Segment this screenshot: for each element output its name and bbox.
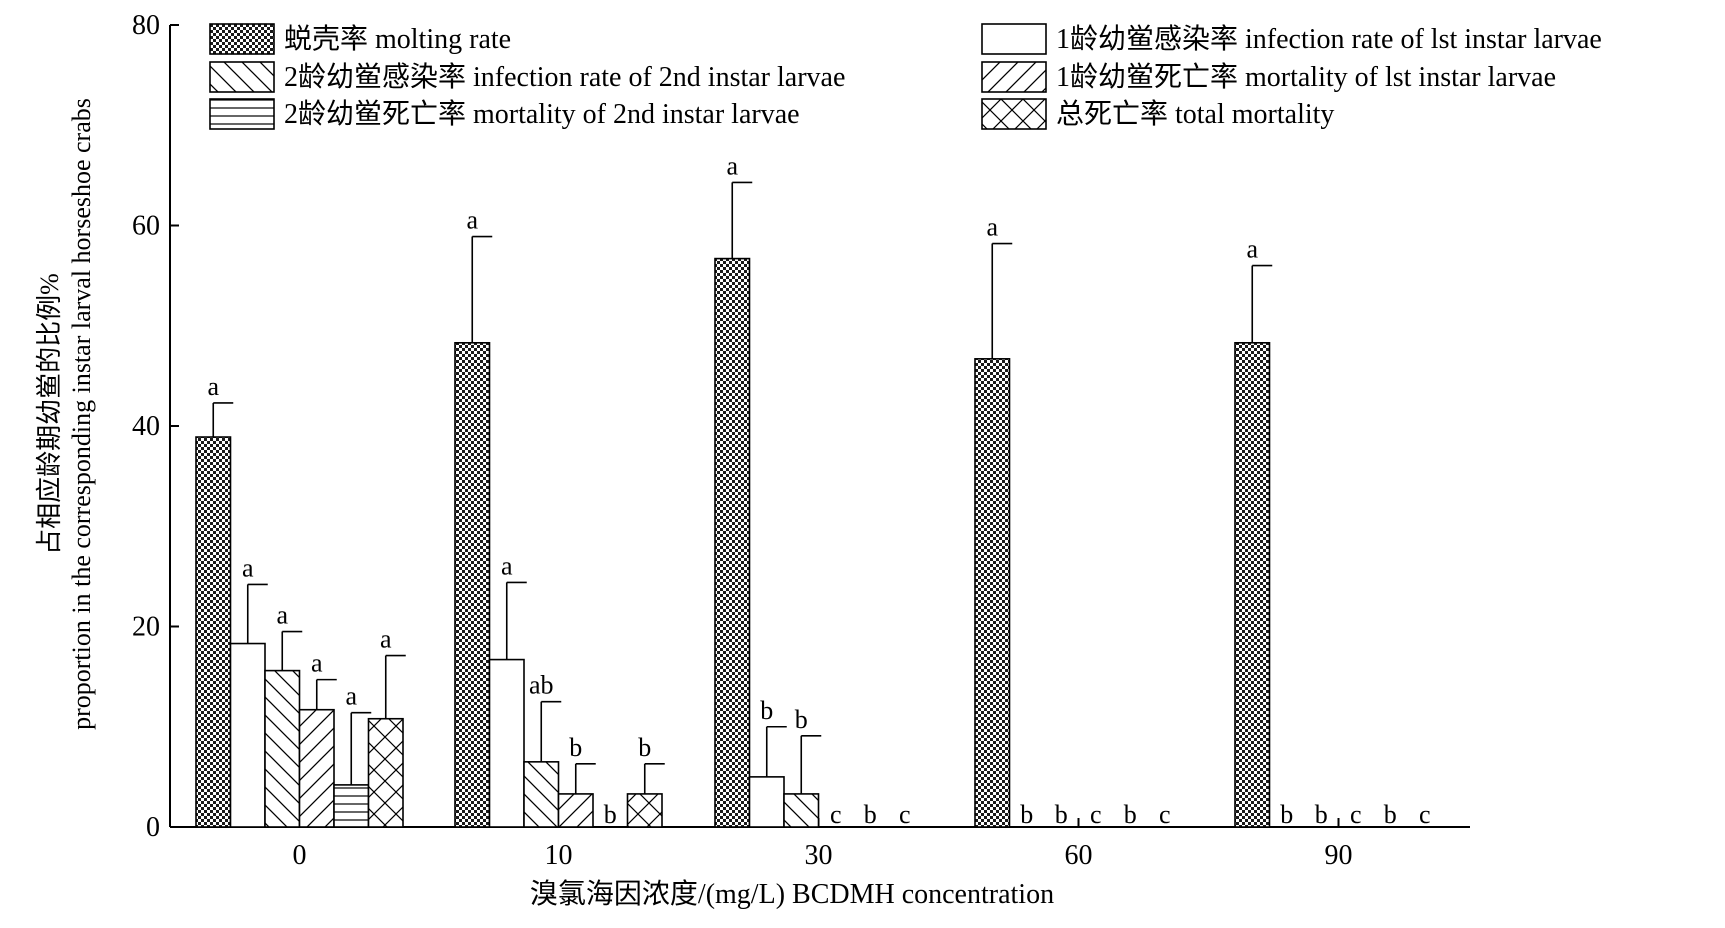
legend-swatch	[209, 23, 275, 55]
legend-swatch	[981, 23, 1047, 55]
significance-label: c	[830, 800, 842, 829]
significance-label: a	[501, 551, 513, 580]
significance-label: b	[1315, 800, 1328, 829]
bar	[367, 717, 404, 828]
x-axis-label: 溴氯海因浓度/(mg/L) BCDMH concentration	[530, 878, 1054, 910]
bar	[783, 793, 820, 828]
bar	[626, 793, 663, 828]
legend-label: 总死亡率 total mortality	[1056, 98, 1334, 130]
bar	[974, 358, 1011, 828]
significance-label: a	[466, 206, 478, 235]
significance-label: ab	[529, 671, 554, 700]
significance-label: b	[604, 800, 617, 829]
significance-label: b	[569, 733, 582, 762]
significance-label: c	[1090, 800, 1102, 829]
significance-label: a	[311, 649, 323, 678]
y-tick-label: 20	[132, 612, 160, 643]
y-tick-label: 60	[132, 211, 160, 242]
legend-label: 1龄幼鲎感染率 infection rate of lst instar lar…	[1056, 23, 1602, 55]
significance-label: b	[638, 733, 651, 762]
y-tick-label: 80	[132, 10, 160, 41]
bar	[454, 341, 491, 828]
y-axis-label-english: proportion in the corresponding instar l…	[67, 98, 96, 730]
significance-label: a	[276, 601, 288, 630]
significance-label: b	[1020, 800, 1033, 829]
bar	[333, 784, 370, 828]
legend: 蜕壳率 molting rate 1龄幼鲎感染率 infection rate o…	[209, 23, 1602, 130]
bar	[298, 708, 335, 828]
x-tick-label: 60	[1065, 840, 1093, 871]
significance-label: a	[207, 372, 219, 401]
bar	[195, 436, 232, 828]
x-tick-label: 10	[545, 840, 573, 871]
bar	[523, 761, 560, 828]
significance-label: b	[1055, 800, 1068, 829]
y-axis-label-chinese: 占相应龄期幼鲎的比例%	[35, 273, 64, 555]
significance-label: c	[1159, 800, 1171, 829]
legend-swatch	[209, 98, 275, 130]
x-tick-label: 90	[1325, 840, 1353, 871]
significance-label: a	[1246, 235, 1258, 264]
bar	[229, 642, 266, 828]
y-tick-label: 0	[146, 812, 160, 843]
legend-swatch	[981, 61, 1047, 93]
significance-label: c	[1350, 800, 1362, 829]
legend-swatch	[981, 98, 1047, 130]
legend-label: 2龄幼鲎感染率 infection rate of 2nd instar lar…	[284, 61, 845, 93]
bar	[1234, 341, 1271, 828]
legend-label: 2龄幼鲎死亡率 mortality of 2nd instar larvae	[284, 98, 800, 130]
bar	[748, 776, 785, 828]
significance-label: b	[1124, 800, 1137, 829]
bar	[557, 793, 594, 828]
significance-label: b	[1280, 800, 1293, 829]
legend-label: 蜕壳率 molting rate	[284, 23, 511, 55]
legend-label: 1龄幼鲎死亡率 mortality of lst instar larvae	[1056, 61, 1556, 93]
significance-label: a	[726, 151, 738, 180]
significance-label: a	[380, 625, 392, 654]
y-tick-label: 40	[132, 411, 160, 442]
legend-swatch	[209, 61, 275, 93]
bar	[714, 257, 751, 828]
significance-label: b	[760, 696, 773, 725]
significance-label: c	[1419, 800, 1431, 829]
significance-label: c	[899, 800, 911, 829]
significance-label: b	[1384, 800, 1397, 829]
bar	[264, 669, 301, 828]
bar	[488, 658, 525, 828]
x-tick-label: 0	[293, 840, 307, 871]
significance-label: a	[242, 553, 254, 582]
significance-label: b	[795, 705, 808, 734]
significance-label: a	[986, 213, 998, 242]
significance-label: a	[345, 682, 357, 711]
significance-label: b	[864, 800, 877, 829]
x-tick-label: 30	[805, 840, 833, 871]
